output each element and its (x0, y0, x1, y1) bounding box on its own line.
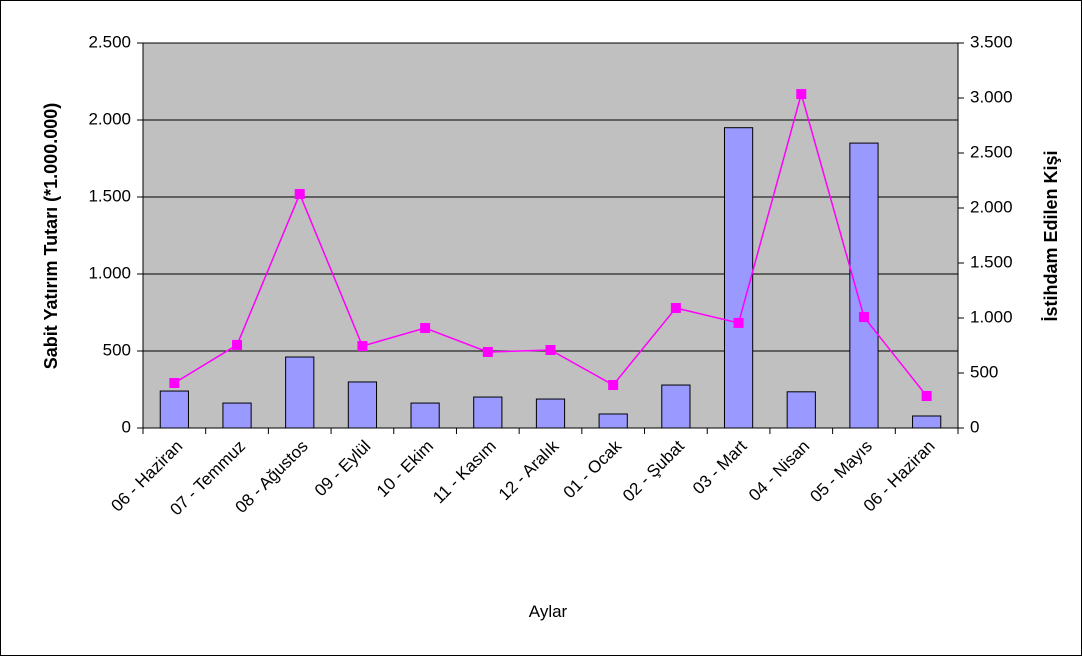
marker (294, 189, 305, 200)
y-axis-title: Sabit Yatırım Tutarı (*1.000.000) (41, 103, 61, 369)
marker (545, 345, 556, 356)
marker (420, 323, 431, 334)
y2-tick-label: 1.000 (970, 307, 1013, 326)
y-tick-label: 2.000 (88, 109, 131, 128)
marker (482, 346, 493, 357)
bar (849, 142, 879, 429)
bar (159, 390, 189, 429)
marker (858, 312, 869, 323)
marker (733, 317, 744, 328)
y-tick-label: 0 (122, 417, 131, 436)
bar (535, 398, 566, 429)
y2-tick-label: 500 (970, 362, 998, 381)
marker (921, 390, 932, 401)
y2-tick-label: 1.500 (970, 252, 1013, 271)
y2-tick-label: 0 (970, 417, 979, 436)
bar (786, 391, 816, 429)
marker (169, 378, 180, 389)
bar (473, 396, 503, 429)
bar (723, 127, 754, 429)
y2-tick-label: 3.000 (970, 87, 1013, 106)
plot-area (143, 43, 958, 428)
marker (796, 89, 807, 100)
y-tick-label: 500 (103, 340, 131, 359)
bar (347, 381, 378, 429)
marker (608, 379, 619, 390)
x-axis-title: Aylar (529, 602, 568, 621)
bar (285, 356, 315, 429)
y2-tick-label: 3.500 (970, 32, 1013, 51)
y2-tick-label: 2.000 (970, 197, 1013, 216)
marker (232, 339, 243, 350)
marker (357, 341, 368, 352)
y2-axis-title: İstihdam Edilen Kişi (1041, 150, 1061, 321)
y-tick-label: 2.500 (88, 32, 131, 51)
bar (661, 384, 691, 429)
bar (912, 415, 942, 429)
marker (670, 302, 681, 313)
y-tick-label: 1.000 (88, 263, 131, 282)
bar (222, 402, 252, 429)
bar (410, 402, 440, 429)
y2-tick-label: 2.500 (970, 142, 1013, 161)
y-tick-label: 1.500 (88, 186, 131, 205)
bar (598, 413, 628, 429)
